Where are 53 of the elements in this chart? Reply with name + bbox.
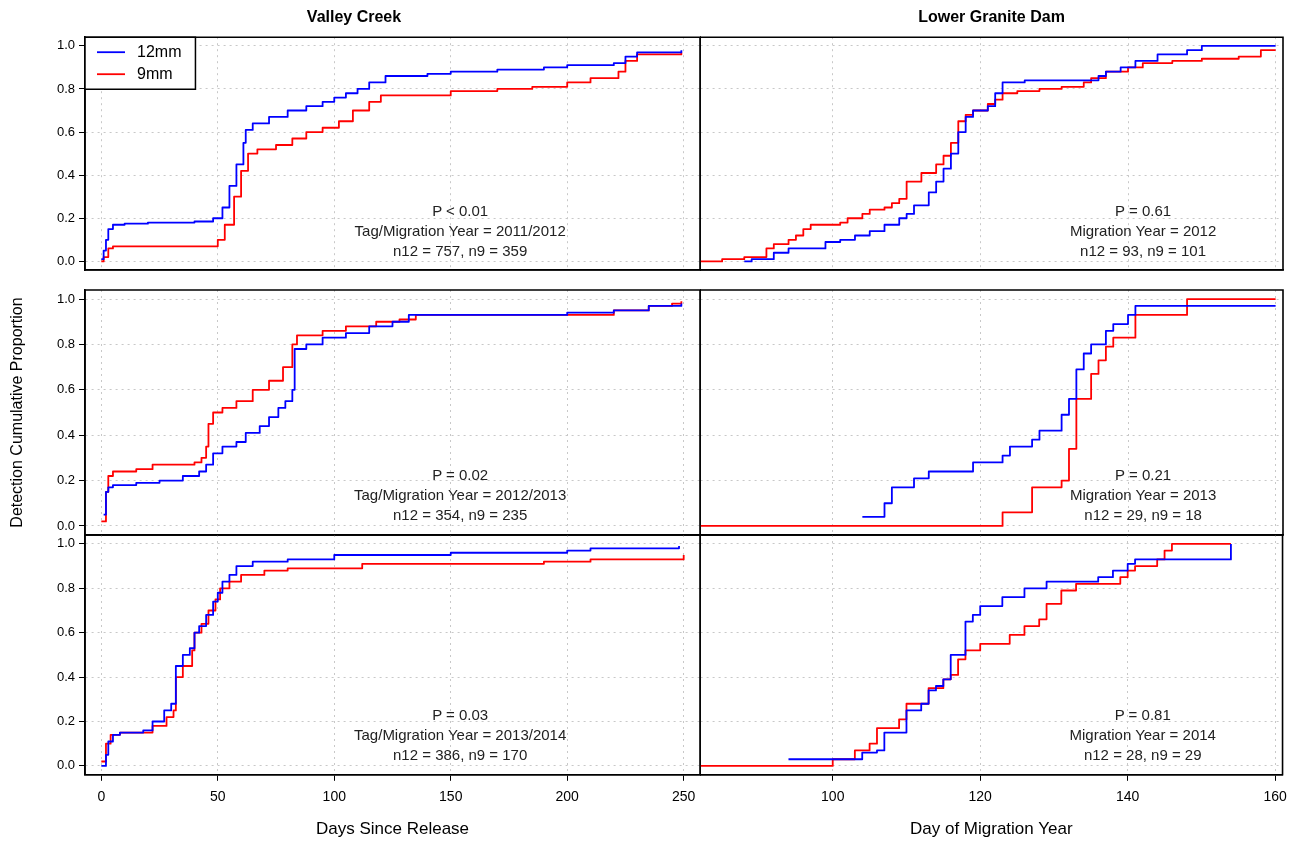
x-axis-title: Days Since Release [315, 819, 470, 839]
x-tick-label: 150 [439, 788, 463, 805]
legend-label: 12mm [137, 42, 182, 60]
y-tick-label: 0.8 [56, 80, 75, 96]
y-tick-label: 0.4 [56, 668, 75, 684]
y-tick-label: 0.8 [56, 336, 75, 352]
y-tick-label: 0.8 [56, 579, 75, 595]
annotation: P = 0.03 [432, 706, 489, 724]
annotation: n12 = 757, n9 = 359 [393, 242, 528, 260]
y-tick-label: 0.0 [56, 252, 75, 268]
x-tick-label: 50 [210, 788, 226, 805]
x-tick-label: 100 [322, 788, 347, 805]
x-tick-label: 200 [555, 788, 580, 805]
annotation: n12 = 29, n9 = 18 [1084, 506, 1202, 524]
legend-label: 9mm [137, 64, 173, 82]
x-tick-label: 100 [821, 788, 845, 805]
y-tick-label: 0.0 [56, 517, 75, 533]
x-tick-label: 120 [968, 788, 993, 805]
y-tick-label: 0.6 [56, 123, 75, 139]
y-tick-label: 0.0 [56, 757, 75, 773]
annotation: Tag/Migration Year = 2013/2014 [354, 726, 567, 744]
annotation: P = 0.21 [1115, 466, 1172, 484]
annotation: Migration Year = 2013 [1069, 486, 1217, 504]
y-tick-label: 0.6 [56, 624, 75, 640]
y-tick-label: 0.2 [56, 209, 75, 225]
annotation: Migration Year = 2014 [1069, 726, 1216, 744]
y-tick-label: 0.6 [56, 381, 75, 397]
annotation: P < 0.01 [432, 202, 489, 220]
annotation: P = 0.02 [432, 466, 489, 484]
chart-title: Lower Granite Dam [918, 8, 1065, 26]
annotation: P = 0.81 [1114, 706, 1171, 724]
annotation: n12 = 28, n9 = 29 [1083, 746, 1202, 764]
x-tick-label: 250 [672, 788, 696, 805]
y-tick-label: 0.2 [56, 713, 75, 729]
x-tick-label: 0 [97, 788, 106, 805]
y-tick-label: 1.0 [56, 535, 75, 551]
chart-title: Valley Creek [306, 8, 402, 26]
y-tick-label: 0.4 [56, 426, 75, 442]
annotation: n12 = 354, n9 = 235 [393, 506, 528, 524]
x-axis-title: Day of Migration Year [910, 819, 1073, 839]
y-tick-label: 1.0 [56, 37, 75, 53]
x-tick-label: 160 [1263, 788, 1288, 805]
y-tick-label: 0.4 [56, 166, 75, 182]
annotation: Tag/Migration Year = 2012/2013 [354, 486, 567, 504]
annotation: n12 = 386, n9 = 170 [393, 746, 528, 764]
y-axis-title: Detection Cumulative Proportion [8, 297, 26, 528]
y-tick-label: 0.2 [56, 472, 75, 488]
annotation: P = 0.61 [1115, 202, 1172, 220]
y-tick-label: 1.0 [56, 290, 75, 306]
annotation: n12 = 93, n9 = 101 [1080, 242, 1207, 260]
annotation: Tag/Migration Year = 2011/2012 [354, 222, 566, 240]
annotation: Migration Year = 2012 [1069, 222, 1217, 240]
x-tick-label: 140 [1116, 788, 1140, 805]
